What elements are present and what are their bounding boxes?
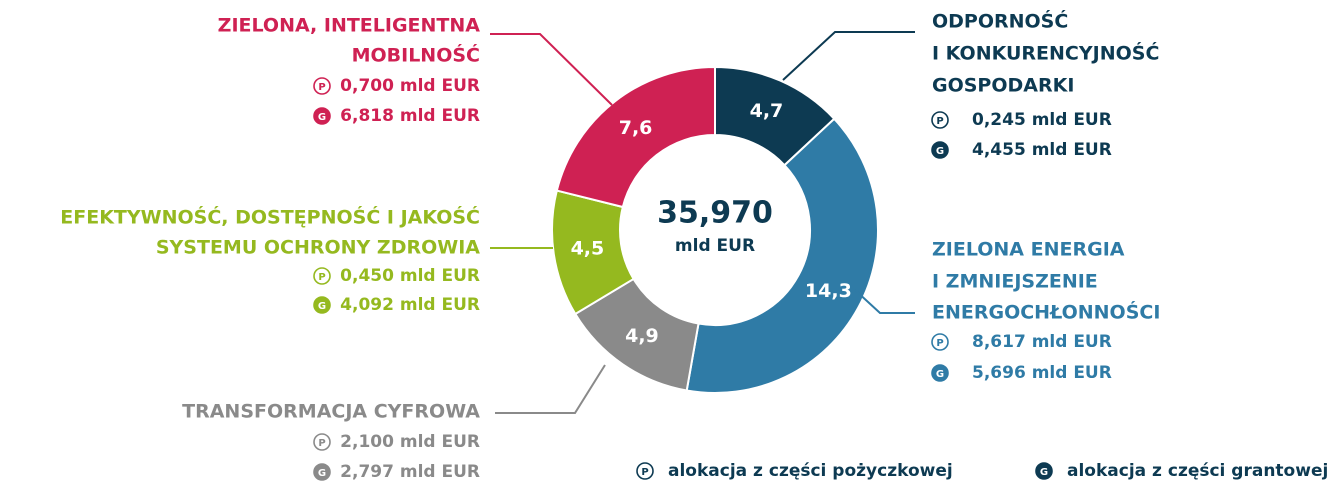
leader-line — [495, 364, 606, 414]
grant-icon — [313, 107, 331, 125]
icon-letter: P — [936, 116, 943, 127]
loan-amount: 2,100 mld EUR — [340, 432, 480, 452]
icon-letter: P — [936, 338, 943, 349]
grant-amount: 2,797 mld EUR — [340, 462, 480, 482]
loan-icon — [313, 267, 331, 285]
icon-letter: P — [318, 438, 325, 449]
icon-letter: G — [936, 146, 944, 157]
grant-icon — [1035, 462, 1053, 480]
grant-amount: 6,818 mld EUR — [340, 106, 480, 126]
icon-letter: G — [1040, 467, 1048, 478]
category-name: ODPORNOŚĆ — [932, 9, 1068, 33]
icon-letter: P — [318, 82, 325, 93]
center-unit: mld EUR — [675, 236, 755, 256]
category-name: I ZMNIEJSZENIE — [932, 271, 1098, 293]
legend-label: alokacja z części pożyczkowej — [668, 461, 953, 481]
loan-icon — [931, 111, 949, 129]
data-label: 14,3 — [805, 280, 852, 302]
loan-amount: 0,245 mld EUR — [972, 110, 1112, 130]
data-label: 4,9 — [625, 325, 659, 347]
legend-label: alokacja z części grantowej — [1067, 461, 1328, 481]
grant-icon — [931, 364, 949, 382]
donut-segment — [685, 117, 879, 394]
icon-letter: P — [318, 272, 325, 283]
center-value: 35,970 — [657, 196, 773, 231]
icon-letter: G — [318, 112, 326, 123]
data-label: 7,6 — [619, 117, 653, 139]
grant-amount: 4,455 mld EUR — [972, 140, 1112, 160]
category-name: GOSPODARKI — [932, 75, 1074, 97]
category-name: ENERGOCHŁONNOŚCI — [932, 300, 1160, 324]
icon-letter: G — [318, 301, 326, 312]
category-name: ZIELONA ENERGIA — [932, 239, 1125, 261]
icon-letter: P — [641, 467, 648, 478]
loan-amount: 0,700 mld EUR — [340, 76, 480, 96]
category-name: SYSTEMU OCHRONY ZDROWIA — [156, 237, 480, 259]
loan-icon — [931, 333, 949, 351]
grant-icon — [313, 463, 331, 481]
leader-line — [782, 31, 915, 81]
loan-amount: 8,617 mld EUR — [972, 332, 1112, 352]
leader-line — [490, 33, 613, 106]
category-name: I KONKURENCYJNOŚĆ — [932, 41, 1159, 65]
category-name: ZIELONA, INTELIGENTNA — [218, 15, 481, 37]
icon-letter: G — [318, 468, 326, 479]
category-name: EFEKTYWNOŚĆ, DOSTĘPNOŚĆ I JAKOŚĆ — [60, 205, 480, 229]
loan-icon — [313, 433, 331, 451]
donut-segment — [555, 65, 716, 209]
loan-amount: 0,450 mld EUR — [340, 266, 480, 286]
data-label: 4,5 — [571, 238, 605, 260]
grant-amount: 4,092 mld EUR — [340, 295, 480, 315]
grant-icon — [931, 141, 949, 159]
category-name: MOBILNOŚĆ — [352, 43, 480, 67]
data-label: 4,7 — [750, 100, 784, 122]
leader-line — [854, 289, 915, 314]
loan-icon — [313, 77, 331, 95]
icon-letter: G — [936, 369, 944, 380]
category-name: TRANSFORMACJA CYFROWA — [182, 401, 480, 423]
grant-icon — [313, 296, 331, 314]
loan-icon — [636, 462, 654, 480]
grant-amount: 5,696 mld EUR — [972, 363, 1112, 383]
